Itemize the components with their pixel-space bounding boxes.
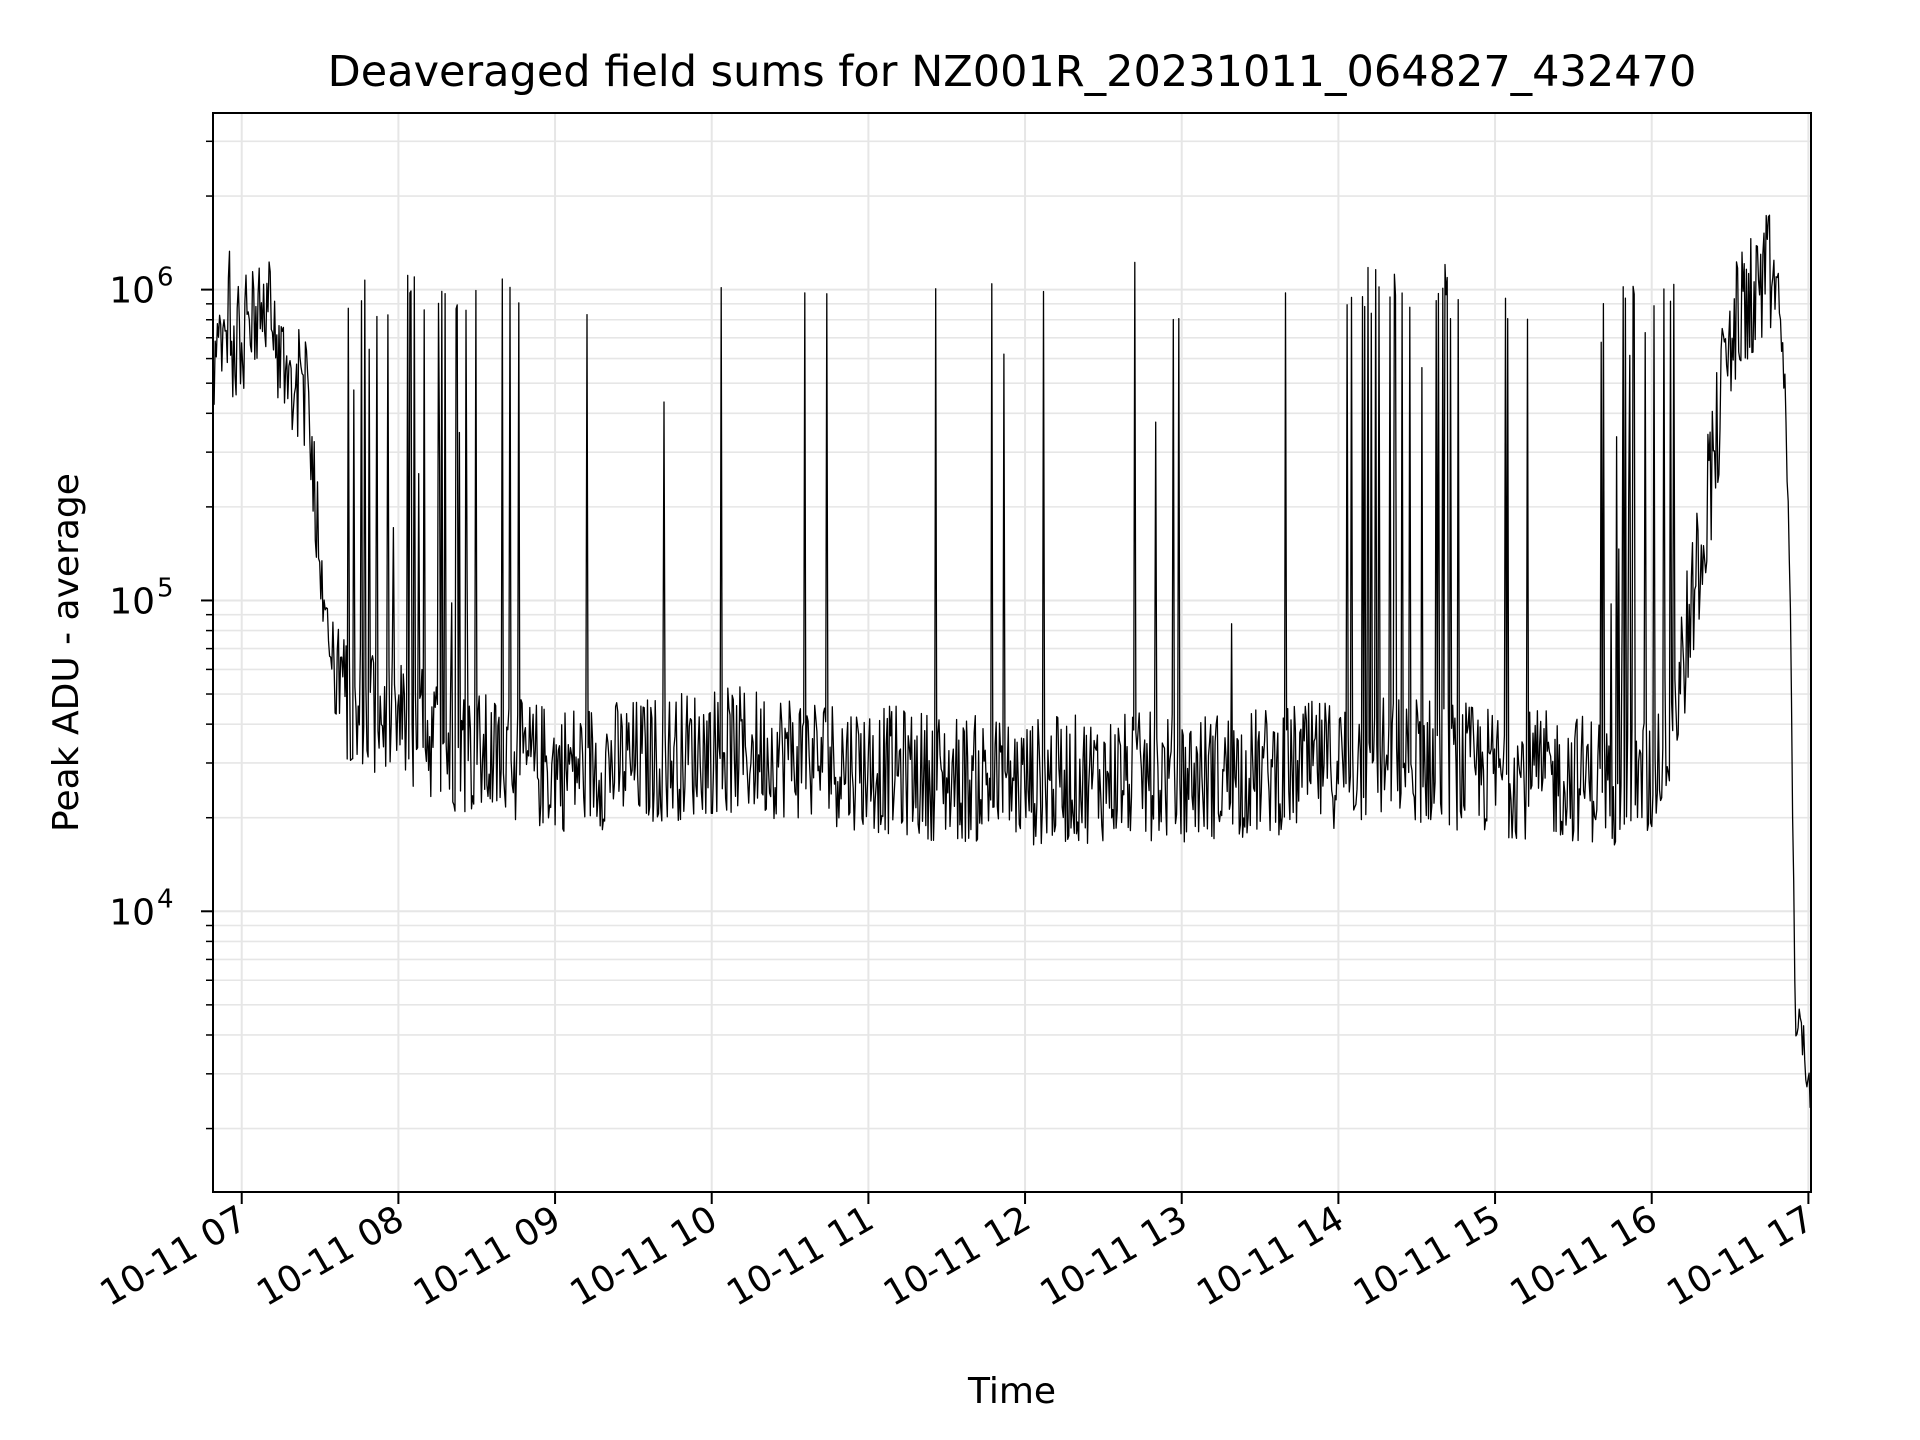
data-series xyxy=(212,214,1811,1108)
y-tick-exponent: 5 xyxy=(157,573,174,603)
y-tick-exponent: 4 xyxy=(157,884,174,914)
series-line xyxy=(212,214,1811,1108)
y-tick-label: 10 xyxy=(109,892,155,933)
x-axis-label: Time xyxy=(967,1371,1056,1412)
plot-frame xyxy=(212,112,1812,1193)
chart-title: Deaveraged field sums for NZ001R_2023101… xyxy=(328,47,1697,97)
y-tick-label: 10 xyxy=(109,271,155,312)
y-tick-label: 10 xyxy=(109,581,155,622)
y-tick-exponent: 6 xyxy=(157,263,174,293)
y-axis-label: Peak ADU - average xyxy=(46,473,87,832)
